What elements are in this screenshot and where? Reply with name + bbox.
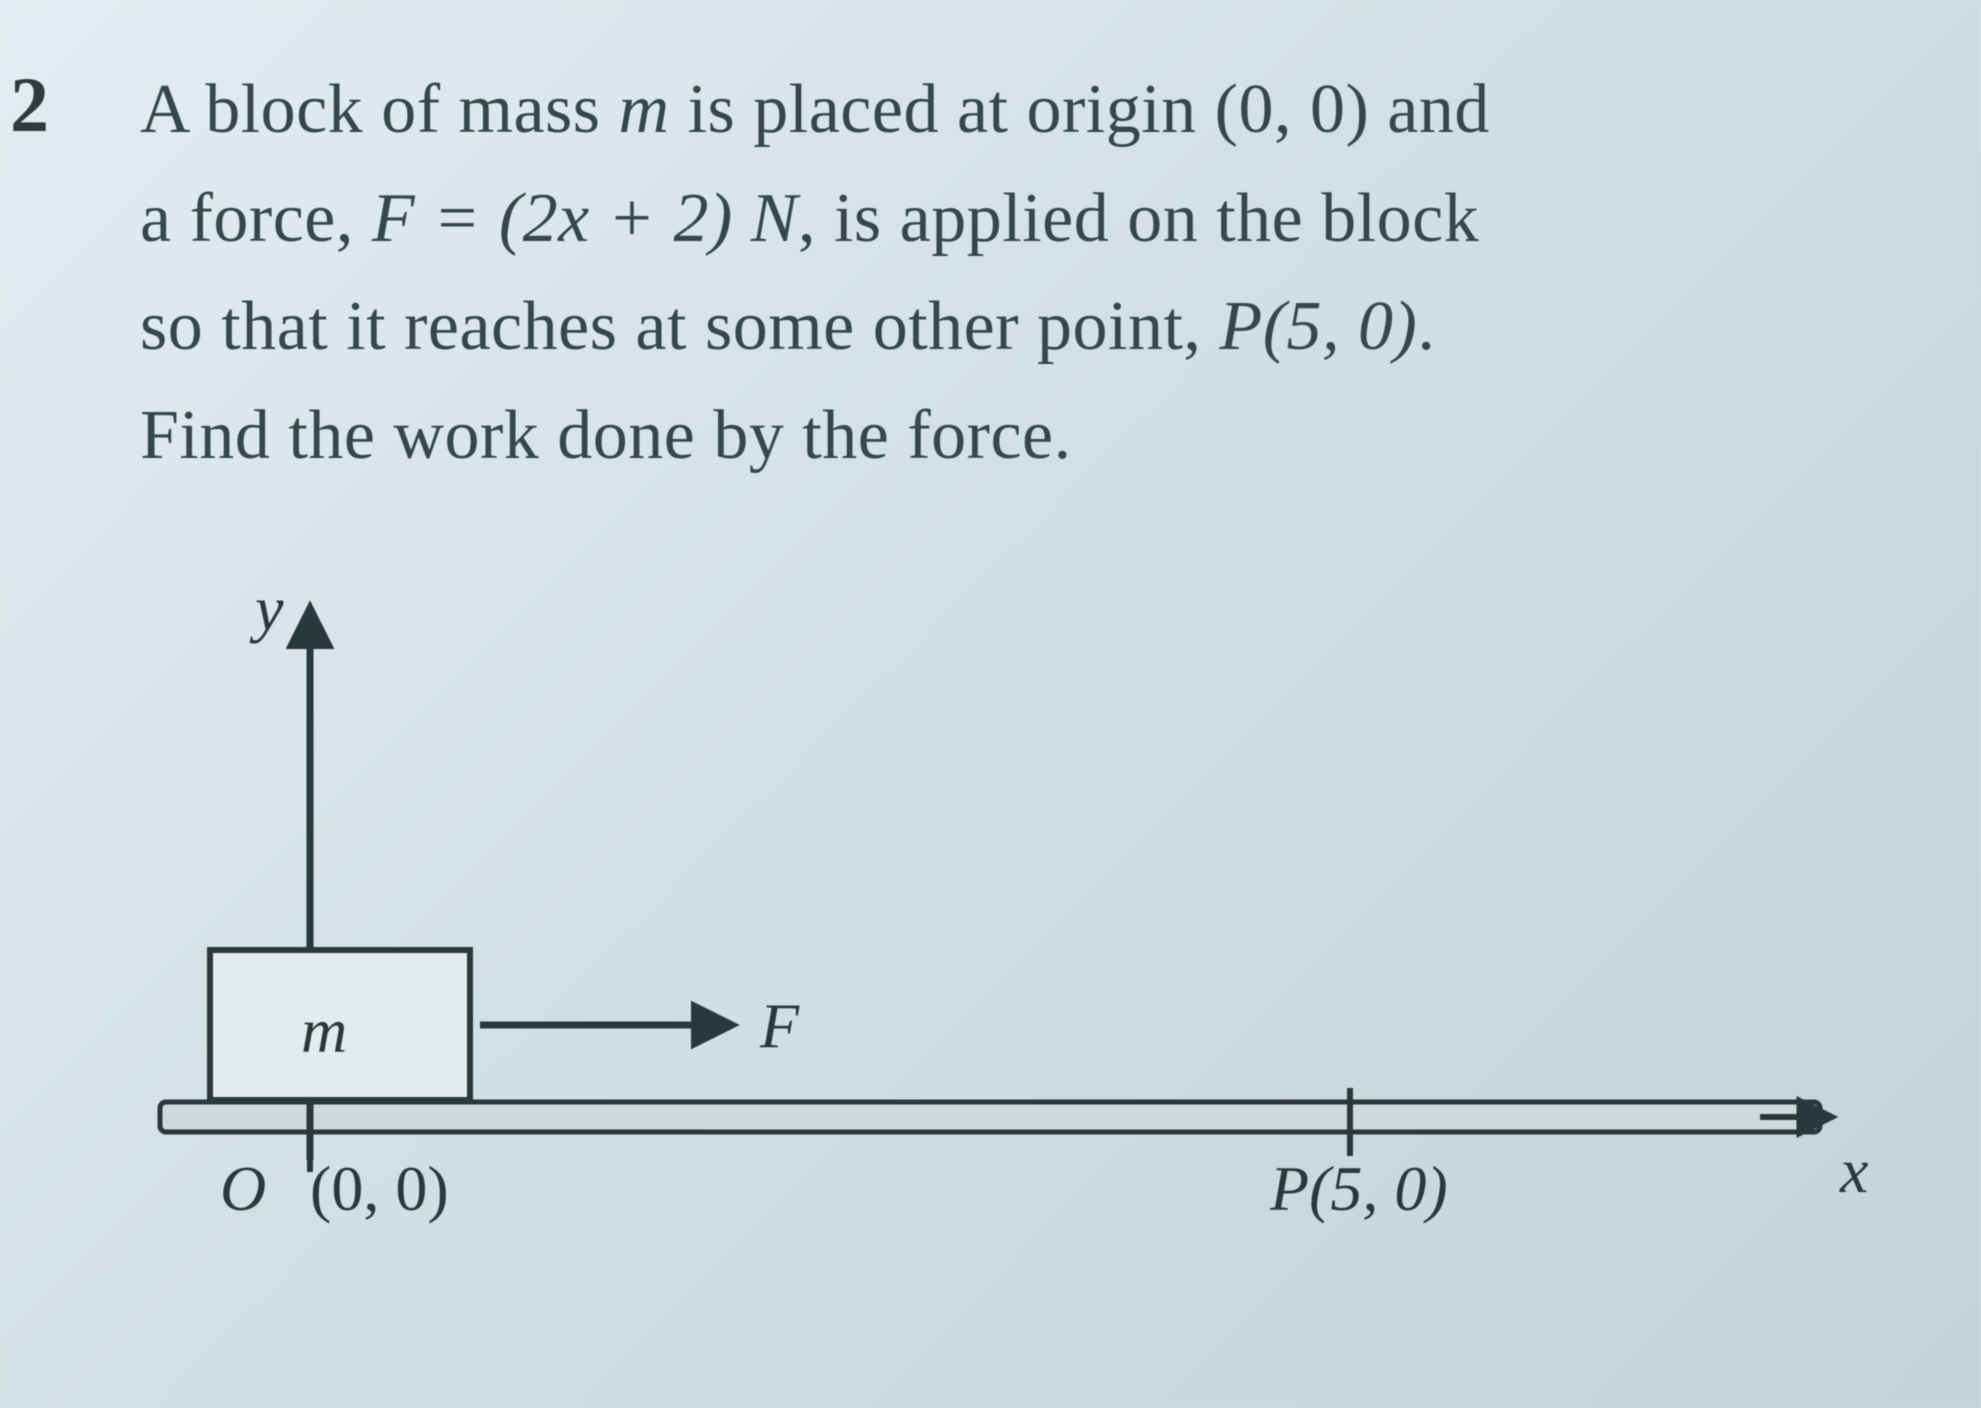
- point-label: P(5, 0): [1269, 1153, 1448, 1224]
- force-expression: F = (2x + 2) N: [372, 180, 798, 257]
- line-3: so that it reaches at some other point, …: [140, 273, 1940, 382]
- question-text: A block of mass m is placed at origin (0…: [140, 56, 1940, 490]
- question-number: 2: [10, 60, 49, 150]
- block-label: m: [301, 995, 347, 1066]
- text-fragment: so that it reaches at some other point,: [140, 288, 1219, 365]
- physics-diagram: y x m F O (0, 0) P(5, 0): [120, 580, 1920, 1380]
- point-expression: P(5, 0): [1219, 288, 1417, 365]
- line-4: Find the work done by the force.: [140, 382, 1940, 491]
- text-fragment: .: [1417, 288, 1435, 365]
- line-2: a force, F = (2x + 2) N, is applied on t…: [140, 165, 1940, 274]
- x-axis-label: x: [1839, 1135, 1868, 1206]
- mass-symbol: m: [619, 71, 670, 148]
- line-1: A block of mass m is placed at origin (0…: [140, 56, 1940, 165]
- text-fragment: , is applied on the block: [798, 180, 1479, 257]
- text-fragment: a force,: [140, 180, 372, 257]
- page: 2 A block of mass m is placed at origin …: [0, 0, 1981, 1408]
- text-fragment: and: [1369, 71, 1490, 148]
- text-fragment: is placed at origin: [670, 71, 1215, 148]
- origin-O: O: [220, 1153, 266, 1224]
- origin-coord: (0, 0): [310, 1153, 449, 1224]
- origin-coord: (0, 0): [1215, 71, 1370, 148]
- force-label: F: [759, 990, 800, 1061]
- ground-rail: [160, 1102, 1820, 1132]
- text-fragment: A block of mass: [140, 71, 619, 148]
- y-axis-label: y: [249, 580, 284, 644]
